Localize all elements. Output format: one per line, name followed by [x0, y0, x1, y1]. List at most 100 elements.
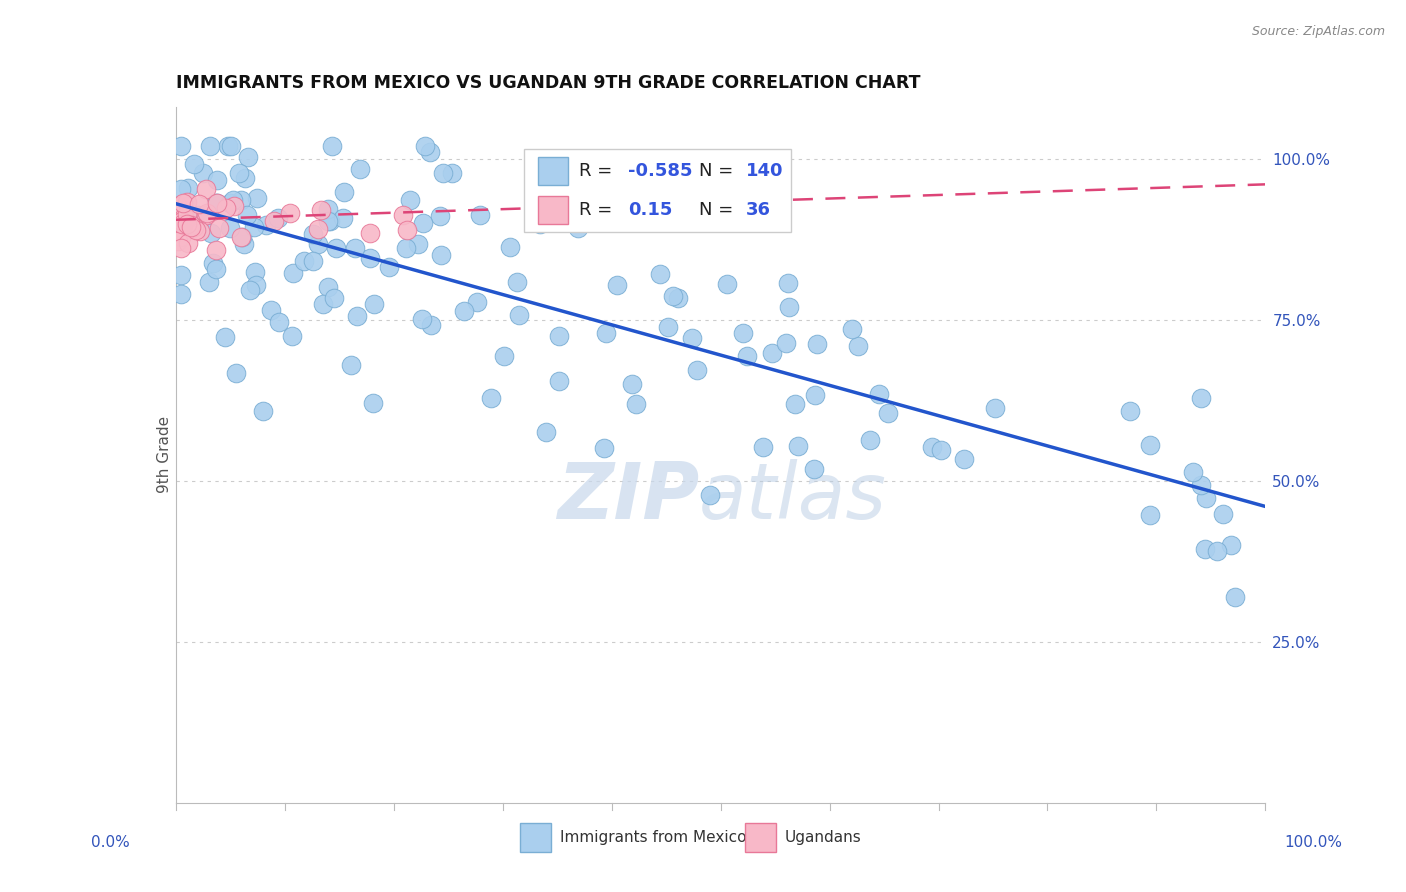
- Point: [180, 219, 202, 234]
- Point: [785, 397, 807, 411]
- Point: [183, 219, 205, 234]
- Point: [1189, 392, 1212, 406]
- Point: [465, 294, 488, 309]
- Point: [806, 336, 828, 351]
- Point: [413, 138, 436, 153]
- Point: [620, 376, 643, 391]
- Point: [278, 206, 301, 220]
- Point: [256, 218, 278, 232]
- Text: R =: R =: [579, 162, 612, 180]
- Point: [761, 346, 783, 360]
- Point: [1211, 508, 1233, 522]
- Point: [205, 173, 228, 187]
- Point: [548, 374, 571, 388]
- Point: [953, 452, 976, 467]
- Point: [204, 262, 226, 277]
- Point: [778, 300, 800, 314]
- Point: [595, 326, 617, 341]
- Point: [194, 182, 217, 196]
- Point: [593, 441, 616, 455]
- Point: [170, 268, 193, 282]
- Point: [246, 190, 269, 204]
- Text: R =: R =: [579, 201, 612, 219]
- Point: [429, 209, 451, 223]
- Point: [378, 260, 401, 274]
- Point: [260, 303, 283, 318]
- Point: [419, 145, 441, 160]
- Point: [686, 363, 709, 377]
- Point: [267, 315, 290, 329]
- Point: [420, 318, 443, 332]
- Text: ZIP: ZIP: [557, 458, 699, 534]
- Point: [432, 166, 454, 180]
- Point: [984, 401, 1007, 415]
- Point: [200, 226, 222, 240]
- Point: [187, 208, 209, 222]
- Point: [506, 275, 529, 289]
- Point: [359, 252, 381, 266]
- Point: [217, 138, 239, 153]
- Point: [263, 214, 285, 228]
- Point: [292, 253, 315, 268]
- Point: [172, 214, 194, 228]
- Point: [624, 396, 647, 410]
- Point: [1181, 465, 1204, 479]
- Point: [307, 221, 329, 235]
- Point: [184, 223, 207, 237]
- Point: [699, 488, 721, 502]
- Point: [396, 223, 419, 237]
- Point: [681, 331, 703, 345]
- Point: [804, 388, 827, 402]
- Point: [239, 284, 262, 298]
- Text: 140: 140: [745, 162, 783, 180]
- Point: [657, 320, 679, 334]
- Point: [180, 206, 202, 220]
- Point: [176, 218, 198, 232]
- Point: [198, 275, 221, 289]
- Point: [170, 212, 193, 227]
- Point: [508, 309, 530, 323]
- Point: [775, 336, 797, 351]
- Point: [205, 195, 228, 210]
- Point: [333, 185, 356, 199]
- Point: [411, 312, 433, 326]
- Point: [219, 138, 242, 153]
- Point: [1225, 590, 1247, 604]
- Point: [177, 180, 200, 194]
- Point: [173, 210, 195, 224]
- Point: [191, 166, 214, 180]
- Point: [205, 243, 228, 257]
- Point: [202, 255, 225, 269]
- Point: [243, 220, 266, 235]
- Point: [188, 223, 211, 237]
- Point: [567, 221, 589, 235]
- Point: [170, 182, 193, 196]
- Point: [877, 406, 900, 420]
- Point: [219, 196, 242, 211]
- Point: [176, 195, 198, 210]
- Point: [1139, 508, 1161, 522]
- Text: Immigrants from Mexico: Immigrants from Mexico: [560, 830, 747, 845]
- Point: [222, 193, 245, 207]
- Point: [399, 193, 422, 207]
- Point: [195, 206, 218, 220]
- Point: [786, 439, 808, 453]
- Point: [233, 170, 256, 185]
- Point: [170, 229, 193, 244]
- Point: [841, 322, 863, 336]
- Point: [776, 277, 799, 291]
- Point: [929, 442, 952, 457]
- Point: [441, 166, 464, 180]
- Point: [225, 366, 247, 380]
- Point: [236, 208, 259, 222]
- Point: [176, 236, 198, 251]
- Point: [167, 234, 190, 248]
- Point: [280, 329, 302, 343]
- Point: [430, 248, 453, 262]
- Point: [453, 304, 475, 318]
- Point: [302, 227, 325, 241]
- Point: [321, 138, 343, 153]
- Point: [232, 236, 254, 251]
- Point: [316, 202, 339, 217]
- Point: [194, 209, 217, 223]
